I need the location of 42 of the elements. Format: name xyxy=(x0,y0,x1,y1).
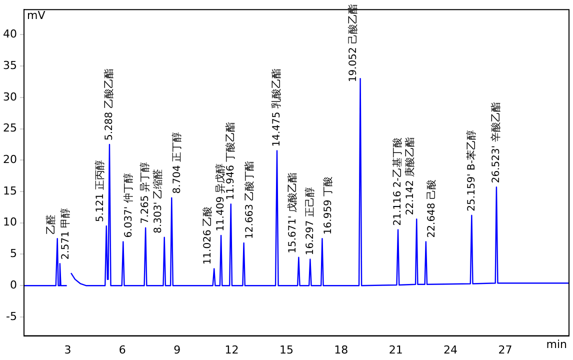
y-tick-label: 20 xyxy=(2,153,17,166)
annotation: 乙醛 xyxy=(44,214,57,235)
annotation: 11.409 异戊醇 xyxy=(214,163,227,232)
y-tick-label: 40 xyxy=(2,28,17,41)
annotation: 5.121 正丙醇 xyxy=(94,160,106,222)
annotation: 26.523' 辛酸乙酯 xyxy=(490,102,502,184)
x-tick-label: 18 xyxy=(334,343,348,356)
annotation: 22.648 己酸 xyxy=(426,180,438,238)
x-tick-label: 21 xyxy=(388,343,403,356)
annotation: 5.288 乙酸乙酯 xyxy=(103,68,116,140)
x-tick-label: 6 xyxy=(118,343,126,356)
x-tick-label: 12 xyxy=(224,343,239,356)
x-tick-label: 9 xyxy=(174,343,181,356)
annotation: 8.303' 乙缩醛 xyxy=(152,168,164,234)
x-tick-label: 24 xyxy=(444,343,458,356)
y-tick-label: 35 xyxy=(2,58,17,72)
annotation: 7.265 异丁醇 xyxy=(139,162,152,224)
y-tick-label: -5 xyxy=(6,310,17,323)
annotation: 14.475 乳酸乙酯 xyxy=(270,68,283,147)
annotation: 15.671' 戊酸乙酯 xyxy=(286,172,298,254)
annotation: 8.704 正丁醇 xyxy=(171,132,184,194)
y-tick-label: 30 xyxy=(2,90,17,104)
annotation: 11.026 乙酸 xyxy=(202,206,214,265)
y-tick-label: 0 xyxy=(10,278,17,292)
x-tick-label: 27 xyxy=(498,343,512,356)
annotation: 21.116 2-乙基丁酸 xyxy=(392,138,404,226)
x-axis-title: min xyxy=(546,338,568,352)
x-tick-label: 15 xyxy=(279,343,294,356)
annotation: 16.959 丁酸 xyxy=(322,176,334,235)
annotation: 12.663 乙酸丁酯 xyxy=(243,160,256,239)
y-tick-label: 25 xyxy=(2,122,17,135)
y-axis-title: mV xyxy=(26,8,46,22)
x-tick-label: 3 xyxy=(64,343,72,356)
annotation: 2.571 甲醇 xyxy=(60,208,72,260)
y-tick-label: 15 xyxy=(2,184,17,198)
annotation: 11.946 丁酸乙酯 xyxy=(224,122,236,200)
annotation: 25.159' B-苯乙醇 xyxy=(465,130,478,212)
y-tick-label: 5 xyxy=(10,247,17,260)
annotation: 16.297 正己醇 xyxy=(304,187,316,256)
annotation: 6.037' 仲丁醇 xyxy=(122,173,135,238)
y-tick-label: 10 xyxy=(2,216,17,229)
annotation: 22.142 庚酸乙酯 xyxy=(404,136,416,216)
